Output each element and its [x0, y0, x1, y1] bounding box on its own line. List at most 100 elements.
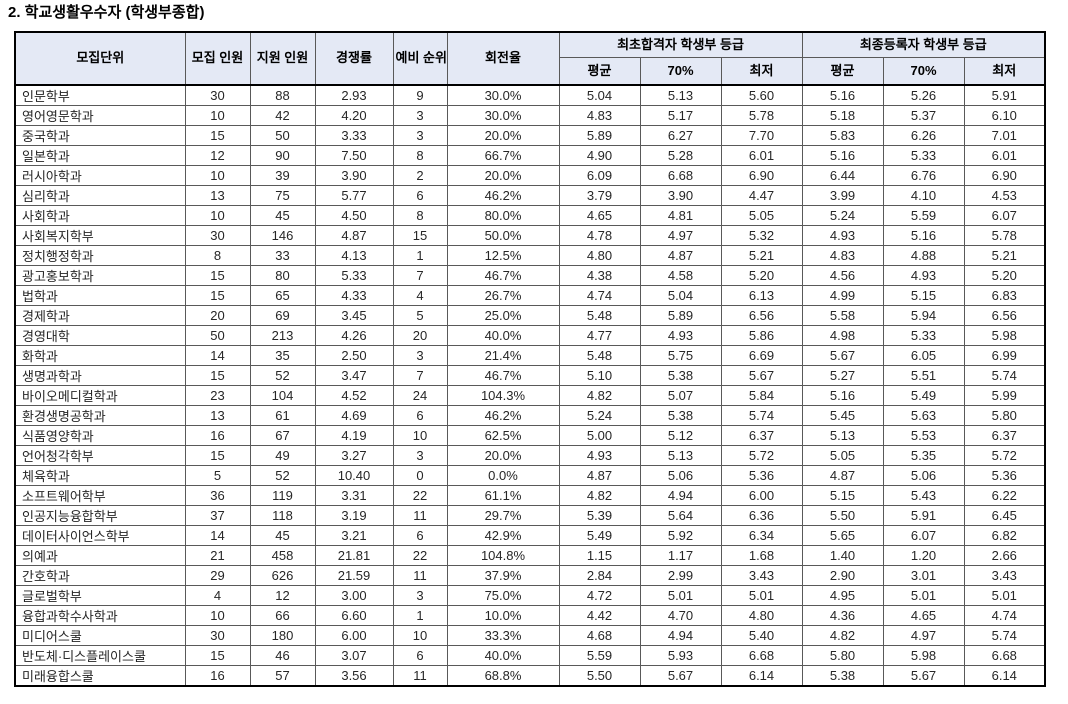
cell-initial-min: 1.68 — [720, 544, 803, 566]
cell-recruit-count: 15 — [184, 264, 251, 286]
cell-final-70: 5.53 — [882, 424, 965, 446]
cell-initial-min: 6.37 — [720, 424, 803, 446]
col-header-waitlist: 예비 순위 — [392, 31, 448, 86]
cell-initial-70: 5.06 — [639, 464, 722, 486]
cell-unit: 반도체·디스플레이스쿨 — [14, 644, 186, 666]
cell-final-min: 6.22 — [963, 484, 1046, 506]
cell-initial-min: 6.14 — [720, 664, 803, 686]
cell-initial-min: 6.36 — [720, 504, 803, 526]
cell-initial-min: 5.86 — [720, 324, 803, 346]
cell-final-min: 5.21 — [963, 244, 1046, 266]
cell-final-avg: 5.15 — [801, 484, 884, 506]
cell-initial-70: 4.97 — [639, 224, 722, 246]
cell-final-avg: 5.16 — [801, 144, 884, 166]
table-row: 미래융합스쿨 16 57 3.56 11 68.8% 5.50 5.67 6.1… — [14, 664, 1046, 686]
col-header-final-70: 70% — [882, 57, 965, 86]
cell-final-min: 4.53 — [963, 184, 1046, 206]
cell-competition-ratio: 3.56 — [314, 664, 394, 686]
cell-unit: 인공지능융합학부 — [14, 504, 186, 526]
cell-turnover-rate: 30.0% — [446, 84, 560, 106]
cell-initial-70: 5.38 — [639, 404, 722, 426]
table-row: 사회복지학부 30 146 4.87 15 50.0% 4.78 4.97 5.… — [14, 224, 1046, 246]
cell-recruit-count: 10 — [184, 204, 251, 226]
cell-initial-min: 6.00 — [720, 484, 803, 506]
cell-recruit-count: 50 — [184, 324, 251, 346]
cell-competition-ratio: 6.60 — [314, 604, 394, 626]
cell-final-avg: 5.58 — [801, 304, 884, 326]
cell-final-avg: 4.98 — [801, 324, 884, 346]
cell-recruit-count: 37 — [184, 504, 251, 526]
cell-unit: 데이터사이언스학부 — [14, 524, 186, 546]
cell-unit: 의예과 — [14, 544, 186, 566]
cell-final-70: 4.65 — [882, 604, 965, 626]
cell-applicant-count: 118 — [249, 504, 316, 526]
cell-final-avg: 5.83 — [801, 124, 884, 146]
cell-initial-avg: 5.04 — [558, 84, 641, 106]
cell-recruit-count: 30 — [184, 224, 251, 246]
cell-final-min: 6.01 — [963, 144, 1046, 166]
cell-recruit-count: 14 — [184, 344, 251, 366]
cell-final-70: 5.63 — [882, 404, 965, 426]
cell-waitlist-rank: 7 — [392, 364, 448, 386]
cell-initial-min: 5.40 — [720, 624, 803, 646]
cell-final-min: 6.99 — [963, 344, 1046, 366]
cell-final-avg: 2.90 — [801, 564, 884, 586]
cell-applicant-count: 458 — [249, 544, 316, 566]
cell-initial-min: 5.67 — [720, 364, 803, 386]
admissions-table: 모집단위 모집 인원 지원 인원 경쟁률 예비 순위 회전율 최초합격자 학생부… — [14, 30, 1047, 687]
col-header-turnover: 회전율 — [446, 31, 560, 86]
cell-waitlist-rank: 3 — [392, 344, 448, 366]
cell-unit: 바이오메디컬학과 — [14, 384, 186, 406]
header-group-row: 모집단위 모집 인원 지원 인원 경쟁률 예비 순위 회전율 최초합격자 학생부… — [14, 31, 1046, 86]
table-row: 반도체·디스플레이스쿨 15 46 3.07 6 40.0% 5.59 5.93… — [14, 644, 1046, 666]
table-row: 중국학과 15 50 3.33 3 20.0% 5.89 6.27 7.70 5… — [14, 124, 1046, 146]
cell-competition-ratio: 4.19 — [314, 424, 394, 446]
cell-competition-ratio: 4.33 — [314, 284, 394, 306]
table-row: 식품영양학과 16 67 4.19 10 62.5% 5.00 5.12 6.3… — [14, 424, 1046, 446]
table-row: 언어청각학부 15 49 3.27 3 20.0% 4.93 5.13 5.72… — [14, 444, 1046, 466]
cell-final-min: 3.43 — [963, 564, 1046, 586]
cell-unit: 광고홍보학과 — [14, 264, 186, 286]
cell-initial-70: 2.99 — [639, 564, 722, 586]
cell-initial-avg: 3.79 — [558, 184, 641, 206]
cell-initial-avg: 4.83 — [558, 104, 641, 126]
cell-waitlist-rank: 6 — [392, 524, 448, 546]
cell-recruit-count: 20 — [184, 304, 251, 326]
cell-final-avg: 5.27 — [801, 364, 884, 386]
cell-competition-ratio: 21.81 — [314, 544, 394, 566]
cell-final-avg: 4.83 — [801, 244, 884, 266]
cell-applicant-count: 146 — [249, 224, 316, 246]
cell-initial-70: 5.17 — [639, 104, 722, 126]
cell-final-70: 5.26 — [882, 84, 965, 106]
table-row: 환경생명공학과 13 61 4.69 6 46.2% 5.24 5.38 5.7… — [14, 404, 1046, 426]
cell-unit: 화학과 — [14, 344, 186, 366]
cell-final-min: 5.74 — [963, 364, 1046, 386]
cell-competition-ratio: 4.52 — [314, 384, 394, 406]
cell-recruit-count: 21 — [184, 544, 251, 566]
cell-competition-ratio: 5.33 — [314, 264, 394, 286]
cell-recruit-count: 15 — [184, 284, 251, 306]
cell-turnover-rate: 12.5% — [446, 244, 560, 266]
col-header-unit: 모집단위 — [14, 31, 186, 86]
cell-initial-min: 5.84 — [720, 384, 803, 406]
cell-initial-min: 5.60 — [720, 84, 803, 106]
cell-final-70: 5.94 — [882, 304, 965, 326]
cell-recruit-count: 36 — [184, 484, 251, 506]
cell-initial-70: 5.75 — [639, 344, 722, 366]
cell-final-min: 6.10 — [963, 104, 1046, 126]
cell-recruit-count: 16 — [184, 424, 251, 446]
cell-initial-70: 5.38 — [639, 364, 722, 386]
cell-final-min: 5.78 — [963, 224, 1046, 246]
cell-waitlist-rank: 22 — [392, 544, 448, 566]
cell-unit: 중국학과 — [14, 124, 186, 146]
cell-initial-avg: 4.78 — [558, 224, 641, 246]
cell-initial-min: 6.34 — [720, 524, 803, 546]
cell-initial-min: 6.56 — [720, 304, 803, 326]
cell-final-min: 5.80 — [963, 404, 1046, 426]
cell-applicant-count: 45 — [249, 204, 316, 226]
cell-final-avg: 4.87 — [801, 464, 884, 486]
cell-final-70: 6.05 — [882, 344, 965, 366]
cell-unit: 정치행정학과 — [14, 244, 186, 266]
cell-initial-70: 6.27 — [639, 124, 722, 146]
cell-recruit-count: 29 — [184, 564, 251, 586]
